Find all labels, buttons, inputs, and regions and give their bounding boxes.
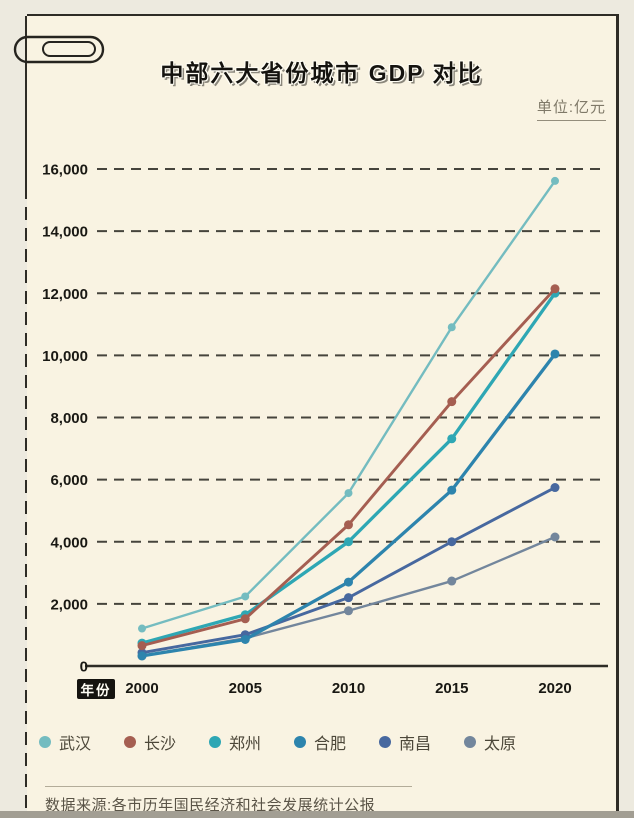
data-point <box>447 576 457 586</box>
x-tick-label: 2000 <box>125 680 158 697</box>
legend-label: 长沙 <box>144 736 177 753</box>
data-point <box>550 284 560 294</box>
data-point <box>241 592 250 601</box>
data-point <box>551 176 559 185</box>
y-tick-label: 8,000 <box>50 410 88 427</box>
data-point <box>550 483 560 493</box>
y-tick-label: 2,000 <box>50 596 88 613</box>
unit-label: 单位:亿元 <box>536 96 606 121</box>
data-point <box>344 593 353 603</box>
y-tick-label: 12,000 <box>42 286 88 303</box>
data-point <box>137 641 147 651</box>
chart-title: 中部六大省份城市 GDP 对比 <box>160 60 483 86</box>
data-point <box>240 614 250 624</box>
y-tick-label: 16,000 <box>42 162 88 179</box>
legend-label: 太原 <box>484 736 517 753</box>
x-axis-name-badge: 年份 <box>77 679 115 699</box>
legend-item: 南昌 <box>379 730 431 754</box>
legend: 武汉 长沙 郑州 合肥 南昌 太原 <box>27 730 616 756</box>
data-point <box>344 520 353 530</box>
legend-label: 武汉 <box>59 736 92 753</box>
paperclip-icon <box>13 35 105 64</box>
data-point <box>447 397 457 407</box>
data-point <box>447 537 457 547</box>
data-point <box>344 489 353 498</box>
legend-item: 武汉 <box>39 730 91 754</box>
data-point <box>550 349 560 359</box>
card-left-border-dashed <box>25 186 27 818</box>
legend-dot <box>464 736 476 748</box>
chart-card: 中部六大省份城市 GDP 对比 单位:亿元 0 2,000 4,000 6,000 8,… <box>13 14 619 818</box>
legend-item: 长沙 <box>124 730 176 754</box>
legend-item: 郑州 <box>209 730 261 754</box>
series-line <box>140 291 557 645</box>
data-point <box>447 485 457 495</box>
legend-label: 南昌 <box>399 736 432 753</box>
data-point <box>344 606 353 616</box>
legend-dot <box>39 736 51 748</box>
legend-label: 郑州 <box>229 736 262 753</box>
y-tick-label: 0 <box>80 659 88 676</box>
data-point <box>138 624 146 633</box>
data-point <box>344 577 353 587</box>
photo-bottom-edge <box>0 811 634 818</box>
x-tick-label: 2015 <box>435 680 468 697</box>
y-tick-label: 10,000 <box>42 348 88 365</box>
y-tick-label: 14,000 <box>42 224 88 241</box>
source-text: 数据来源:各市历年国民经济和社会发展统计公报 <box>45 797 376 814</box>
data-point <box>550 532 560 542</box>
data-point <box>240 634 250 644</box>
source-divider <box>45 786 412 787</box>
card-left-border <box>25 16 27 186</box>
series-line <box>140 287 557 648</box>
legend-dot <box>294 736 306 748</box>
legend-label: 合肥 <box>314 736 347 753</box>
x-tick-label: 2010 <box>332 680 365 697</box>
y-tick-label: 6,000 <box>50 472 88 489</box>
data-point <box>447 434 457 444</box>
series-line <box>140 486 557 655</box>
series-line <box>140 179 557 630</box>
chart-svg: 0 2,000 4,000 6,000 8,000 10,000 12,000 14,000 1… <box>42 162 608 697</box>
x-tick-label: 2020 <box>538 680 571 697</box>
y-tick-label: 4,000 <box>50 534 88 551</box>
legend-dot <box>379 736 391 748</box>
x-tick-label: 2005 <box>229 680 262 697</box>
legend-item: 合肥 <box>294 730 346 754</box>
legend-item: 太原 <box>464 730 516 754</box>
data-point <box>447 323 456 332</box>
data-point <box>344 537 353 547</box>
data-point <box>137 651 147 661</box>
legend-dot <box>209 736 221 748</box>
legend-dot <box>124 736 136 748</box>
